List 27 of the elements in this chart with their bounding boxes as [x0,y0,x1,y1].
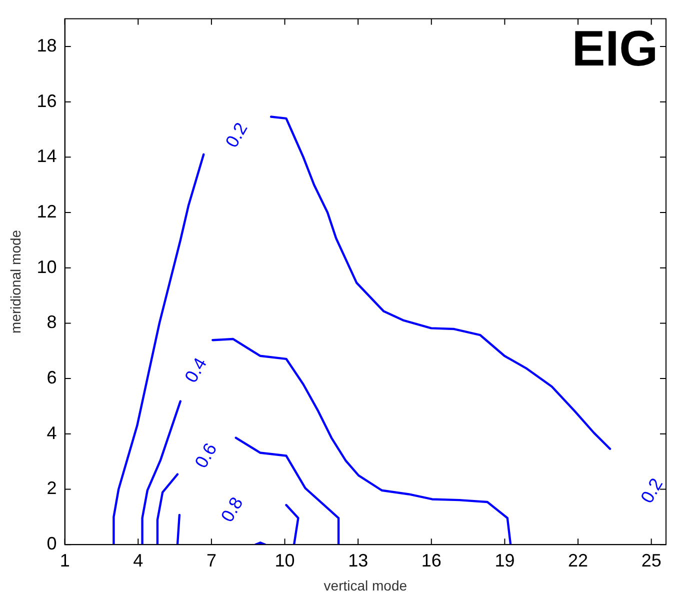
y-tick-label: 16 [36,90,57,111]
y-tick-label: 0 [46,534,57,554]
x-tick-label: 19 [494,550,515,570]
x-tick-label: 7 [206,550,216,570]
text: 0.2 [636,474,667,506]
text: 0.6 [190,440,221,472]
y-tick-label: 2 [46,478,57,498]
text: 0.2 [222,119,252,151]
y-axis-title: meridional mode [7,230,24,334]
y-tick-label: 14 [36,146,57,166]
x-tick-label: 13 [348,550,368,570]
x-tick-label: 22 [568,550,588,570]
x-tick-label: 25 [641,550,662,570]
x-tick-label: 4 [133,550,144,570]
x-tick-label: 10 [274,550,295,570]
chart-title: EIG [572,20,658,77]
y-tick-label: 8 [46,312,57,332]
y-tick-label: 12 [36,201,57,222]
y-tick-label: 10 [36,256,57,277]
x-axis-title: vertical mode [324,577,408,594]
y-tick-label: 4 [46,422,57,443]
x-tick-label: 1 [60,550,70,570]
text: 0.4 [180,354,211,386]
text: 0.8 [217,494,247,526]
y-tick-label: 18 [36,35,57,56]
x-tick-label: 16 [421,550,442,570]
y-tick-label: 6 [46,368,57,388]
